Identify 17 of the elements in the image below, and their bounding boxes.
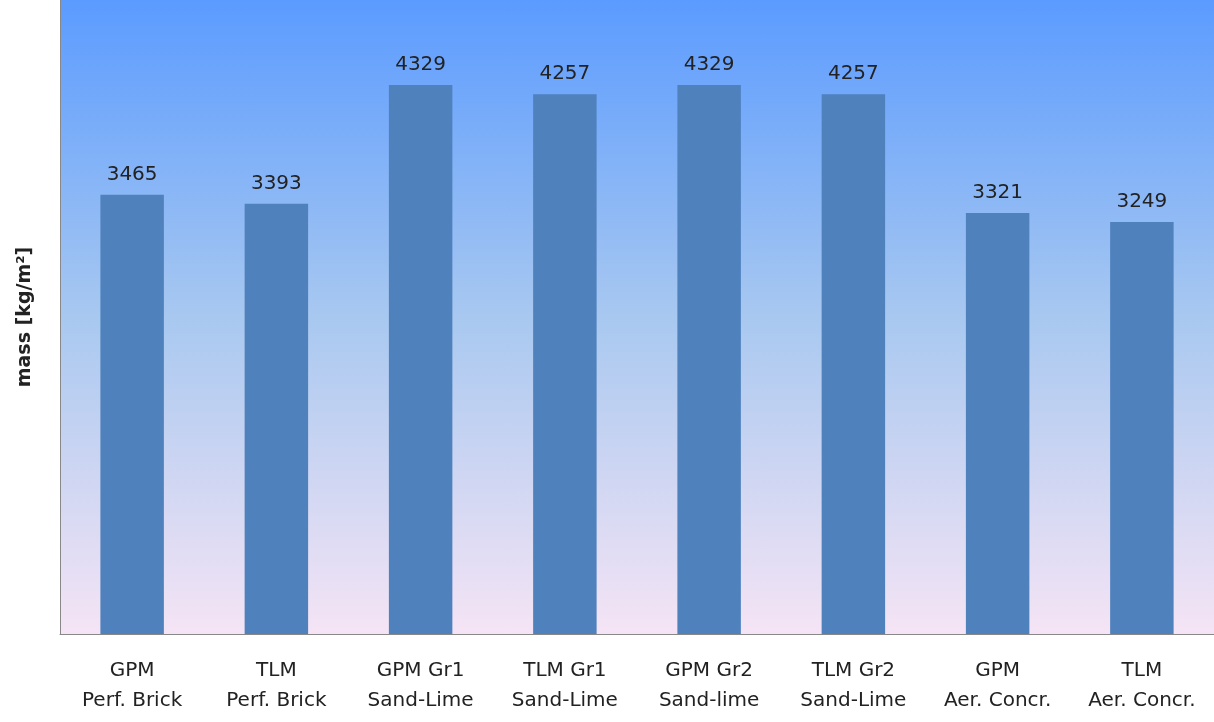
data-label: 3249	[1116, 188, 1168, 213]
data-label: 4257	[827, 60, 879, 85]
data-label: 3465	[106, 160, 158, 185]
y-axis-title: mass [kg/m²]	[11, 246, 34, 388]
x-tick-label: TLM Gr2 Sand-Lime	[800, 657, 907, 711]
data-label: 3393	[250, 169, 302, 194]
x-tick-label: TLM Aer. Concr.	[1088, 657, 1196, 711]
x-tick-label: GPM Perf. Brick	[81, 657, 183, 711]
x-tick-label: TLM Gr1 Sand-Lime	[511, 657, 618, 711]
data-label: 4257	[539, 60, 591, 85]
data-label: 4329	[683, 51, 735, 76]
x-tick-label: GPM Gr2 Sand-lime	[658, 657, 760, 711]
data-label: 3321	[972, 178, 1024, 203]
x-tick-label: GPM Aer. Concr.	[943, 657, 1052, 711]
x-tick-label: TLM Perf. Brick	[226, 657, 327, 711]
data-label: 4329	[395, 51, 447, 76]
x-tick-label: GPM Gr1 Sand-Lime	[367, 657, 474, 711]
